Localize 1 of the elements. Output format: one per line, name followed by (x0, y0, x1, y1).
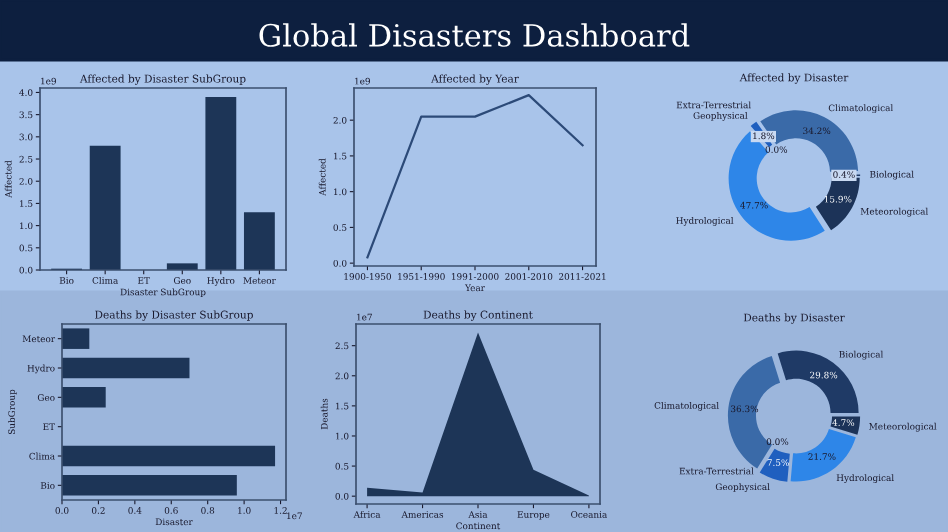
text: Global Disasters Dashboard (259, 23, 690, 47)
